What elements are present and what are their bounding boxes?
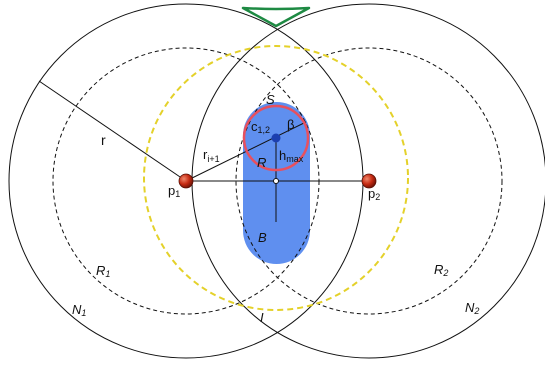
label-s: S bbox=[266, 92, 275, 107]
label-r2: R2 bbox=[434, 262, 448, 278]
midpoint-marker bbox=[274, 179, 279, 184]
label-beta: β bbox=[287, 117, 294, 132]
label-i: I bbox=[260, 310, 264, 325]
node-p1 bbox=[179, 174, 193, 188]
label-b: B bbox=[258, 230, 267, 245]
label-n2: N2 bbox=[465, 300, 479, 316]
label-r: r bbox=[101, 132, 106, 148]
label-r-region: R bbox=[257, 155, 266, 170]
center-dot-c12 bbox=[272, 134, 281, 143]
radius-line-r bbox=[39, 81, 186, 181]
label-p2: p2 bbox=[368, 186, 380, 202]
label-n1: N1 bbox=[72, 302, 86, 318]
label-r-i1: ri+1 bbox=[203, 147, 220, 164]
label-r1: R1 bbox=[96, 263, 110, 279]
label-p1: p1 bbox=[168, 183, 180, 199]
